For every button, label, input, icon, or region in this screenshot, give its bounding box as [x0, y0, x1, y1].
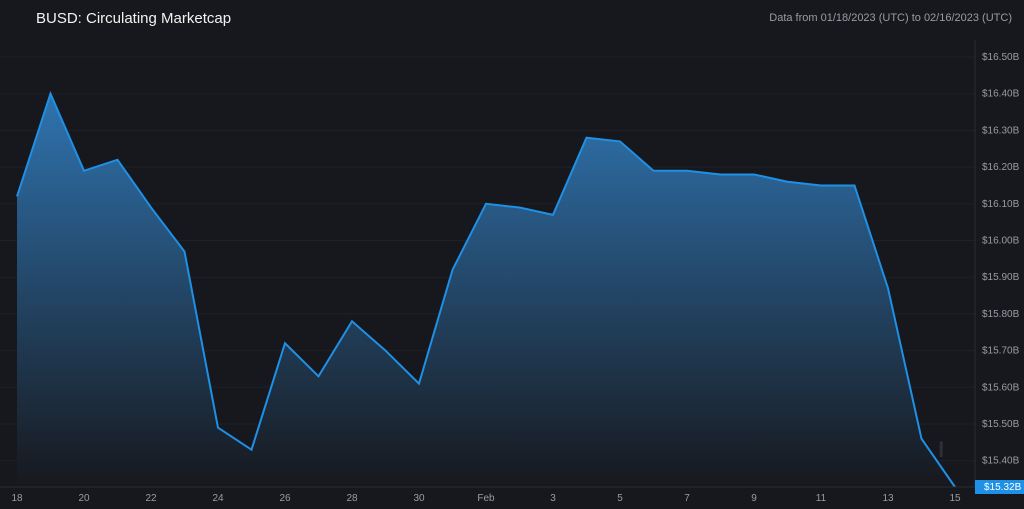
- area-fill: [17, 93, 955, 487]
- x-tick-label: 28: [346, 493, 358, 504]
- x-tick-label: 5: [617, 493, 623, 504]
- y-tick-label: $15.40B: [982, 456, 1020, 467]
- x-tick-label: 9: [751, 493, 757, 504]
- y-tick-label: $16.20B: [982, 162, 1020, 173]
- x-tick-label: 30: [413, 493, 425, 504]
- x-tick-label: 18: [11, 493, 23, 504]
- y-tick-label: $16.40B: [982, 89, 1020, 100]
- x-tick-label: 26: [279, 493, 291, 504]
- y-tick-label: $16.00B: [982, 236, 1020, 247]
- x-tick-label: 22: [145, 493, 157, 504]
- y-tick-label: $15.80B: [982, 309, 1020, 320]
- series-line: [16, 90, 956, 488]
- y-tick-label: $15.50B: [982, 419, 1020, 430]
- date-range: Data from 01/18/2023 (UTC) to 02/16/2023…: [769, 12, 1012, 24]
- x-tick-label: 13: [882, 493, 894, 504]
- y-tick-label: $15.70B: [982, 346, 1020, 357]
- x-tick-label: 11: [816, 493, 827, 504]
- x-tick-label: 20: [78, 493, 90, 504]
- x-tick-label: 24: [212, 493, 224, 504]
- chart-title: BUSD: Circulating Marketcap: [36, 10, 232, 27]
- y-tick-label: $16.10B: [982, 199, 1020, 210]
- y-tick-label: $15.60B: [982, 382, 1020, 393]
- x-tick-label: 15: [949, 493, 961, 504]
- last-value-badge: [975, 480, 1024, 494]
- x-tick-label: 7: [684, 493, 690, 504]
- x-tick-label: 3: [550, 493, 556, 504]
- y-tick-label: $16.50B: [982, 52, 1020, 63]
- x-tick-label: Feb: [477, 493, 495, 504]
- y-tick-label: $16.30B: [982, 125, 1020, 136]
- last-value-label: $15.32B: [984, 482, 1022, 493]
- y-tick-label: $15.90B: [982, 272, 1020, 283]
